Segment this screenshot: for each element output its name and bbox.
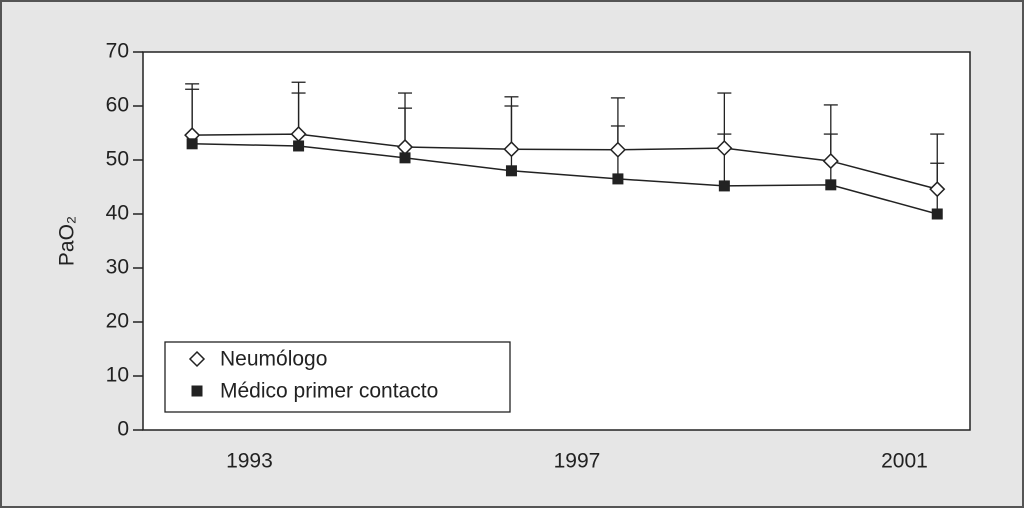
y-tick-label: 10 (106, 364, 129, 387)
x-tick-label: 1997 (554, 450, 601, 473)
y-tick-label: 70 (106, 40, 129, 63)
y-tick-label: 50 (106, 148, 129, 171)
marker-diamond (609, 141, 626, 158)
series-line (192, 143, 938, 215)
marker-diamond (716, 140, 733, 157)
legend-label: Neumólogo (220, 348, 327, 371)
marker-diamond (929, 181, 946, 198)
legend-marker (188, 350, 206, 368)
x-tick-label: 1993 (226, 450, 273, 473)
legend-box (164, 341, 511, 413)
x-tick-label: 2001 (881, 450, 928, 473)
y-tick-label: 30 (106, 256, 129, 279)
y-tick-label: 20 (106, 310, 129, 333)
y-tick-label: 60 (106, 94, 129, 117)
y-axis-label: PaO₂ (56, 216, 79, 266)
marker-square (186, 138, 198, 150)
marker-square (718, 180, 730, 192)
y-tick-label: 0 (117, 418, 129, 441)
marker-square (825, 179, 837, 191)
series-line (192, 133, 938, 190)
legend-marker (191, 385, 203, 397)
marker-square (399, 152, 411, 164)
marker-diamond (822, 153, 839, 170)
marker-square (612, 173, 624, 185)
marker-square (293, 140, 305, 152)
y-tick-label: 40 (106, 202, 129, 225)
legend-label: Médico primer contacto (220, 380, 438, 403)
marker-diamond (503, 141, 520, 158)
marker-square (505, 165, 517, 177)
marker-square (931, 208, 943, 220)
